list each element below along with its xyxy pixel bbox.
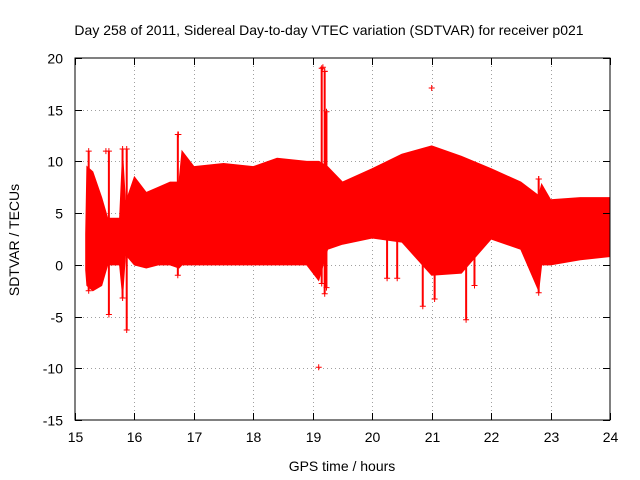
data-point-marker <box>535 289 542 296</box>
y-tick-label: 20 <box>47 51 63 67</box>
outlier-point <box>175 131 182 138</box>
data-point-marker <box>85 287 92 294</box>
outlier-point <box>319 64 326 71</box>
data-point-marker <box>463 246 470 253</box>
outlier-point <box>535 176 542 182</box>
data-point-marker <box>174 272 181 279</box>
data-point-marker <box>119 295 126 301</box>
y-tick-label: 0 <box>55 258 63 274</box>
data-point-marker <box>463 316 470 323</box>
x-axis-label: GPS time / hours <box>289 458 396 474</box>
data-point-marker <box>321 290 328 297</box>
axis-ticks: 15 16 17 18 19 20 21 22 23 24 -15 -10 -5 0 5 10 15 20 <box>43 51 619 446</box>
x-tick-label: 21 <box>425 429 441 445</box>
outlier-point <box>428 85 435 91</box>
data-band <box>85 145 611 296</box>
data-point-marker <box>419 303 426 310</box>
outlier-point <box>321 68 328 75</box>
data-point-marker <box>384 275 391 282</box>
y-tick-label: 10 <box>47 154 63 170</box>
x-tick-label: 20 <box>365 429 381 445</box>
data-series-p021 <box>85 64 611 371</box>
y-tick-label: -15 <box>43 413 63 429</box>
chart-title: Day 258 of 2011, Sidereal Day-to-day VTE… <box>74 22 583 38</box>
data-point-marker <box>471 220 478 227</box>
data-point-marker <box>323 284 330 291</box>
data-point-marker <box>318 65 325 72</box>
data-point-marker <box>471 282 478 289</box>
y-tick-label: -5 <box>51 310 64 326</box>
data-point-marker <box>123 146 130 152</box>
data-point-marker <box>394 230 401 237</box>
x-tick-label: 19 <box>306 429 322 445</box>
x-tick-label: 18 <box>246 429 262 445</box>
data-point-marker <box>318 280 325 287</box>
data-point-marker <box>431 220 438 227</box>
outlier-point <box>102 148 109 155</box>
data-point-marker <box>419 210 426 217</box>
data-point-marker <box>431 296 438 302</box>
data-point-marker <box>105 311 112 318</box>
x-tick-label: 23 <box>544 429 560 445</box>
y-axis-label: SDTVAR / TECUs <box>6 184 22 296</box>
data-point-marker <box>123 327 130 333</box>
y-tick-label: 5 <box>55 206 63 222</box>
x-tick-label: 15 <box>68 429 84 445</box>
x-tick-label: 22 <box>484 429 500 445</box>
y-tick-label: -10 <box>43 361 63 377</box>
x-tick-label: 16 <box>127 429 143 445</box>
y-tick-label: 15 <box>47 103 63 119</box>
data-point-marker <box>85 148 92 155</box>
outlier-point <box>315 364 322 371</box>
data-point-marker <box>323 108 330 115</box>
data-point-marker <box>394 275 401 282</box>
x-tick-label: 17 <box>187 429 203 445</box>
data-point-marker <box>384 236 391 242</box>
x-tick-label: 24 <box>603 429 619 445</box>
plot-frame <box>74 57 611 421</box>
